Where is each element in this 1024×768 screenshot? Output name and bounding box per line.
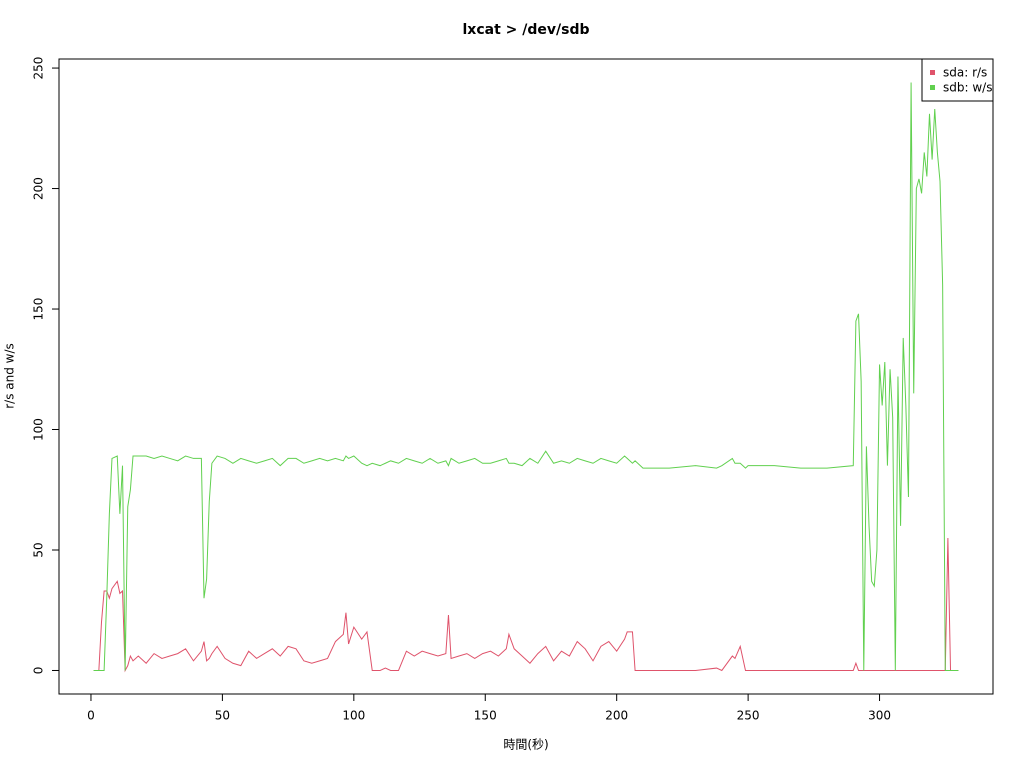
series-line: [93, 82, 959, 671]
plot-frame: [58, 58, 994, 695]
y-tick-label: 150: [32, 298, 46, 321]
chart-title: lxcat > /dev/sdb: [463, 22, 590, 38]
x-tick-label: 250: [737, 709, 760, 723]
x-tick-label: 100: [342, 709, 365, 723]
y-tick-label: 250: [32, 57, 46, 80]
y-axis-title: r/s and w/s: [3, 343, 17, 409]
y-tick-label: 200: [32, 177, 46, 200]
legend-label: sdb: w/s: [943, 81, 992, 95]
series-line: [93, 537, 959, 673]
y-tick-label: 100: [32, 418, 46, 441]
x-tick-label: 150: [474, 709, 497, 723]
x-axis-title: 時間(秒): [503, 738, 548, 752]
y-tick-label: 50: [32, 542, 46, 557]
legend-swatch: [930, 70, 935, 75]
y-tick-label: 0: [32, 667, 46, 675]
legend-box: [921, 58, 994, 102]
x-tick-label: 200: [605, 709, 628, 723]
legend-swatch: [930, 85, 935, 90]
x-tick-label: 0: [87, 709, 95, 723]
legend-label: sda: r/s: [943, 66, 987, 80]
x-tick-label: 50: [215, 709, 230, 723]
x-tick-label: 300: [868, 709, 891, 723]
